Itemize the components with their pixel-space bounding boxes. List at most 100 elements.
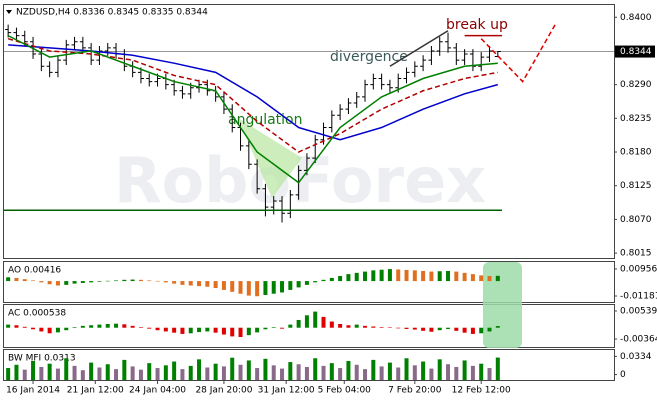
highlight-box: [483, 262, 522, 348]
y-tick-label: 0.00956: [620, 264, 657, 274]
x-tick-label: 7 Feb 20:00: [388, 386, 442, 396]
ohlc-bar: [137, 67, 144, 84]
indicator-bar: [105, 324, 110, 328]
indicator-bar: [313, 311, 318, 328]
indicator-bar: [329, 277, 334, 282]
indicator-bar: [446, 364, 451, 380]
indicator-bar: [280, 368, 285, 380]
indicator-bar: [271, 281, 276, 294]
indicator-bar: [396, 269, 401, 282]
indicator-bar: [304, 281, 309, 285]
indicator-bar: [338, 368, 343, 380]
indicator-bar: [470, 274, 475, 282]
ohlc-bar: [270, 196, 277, 215]
indicator-bar: [379, 366, 384, 380]
ohlc-bar: [478, 52, 485, 72]
x-tick-label: 21 Jan 12:00: [67, 386, 124, 396]
indicator-bar: [363, 325, 368, 328]
indicator-bar: [188, 281, 193, 286]
indicator-bar: [64, 358, 69, 380]
indicator-bar: [288, 324, 293, 328]
indicator-bar: [155, 327, 160, 331]
indicator-bar: [354, 272, 359, 282]
indicator-bar: [280, 327, 285, 329]
indicator-bar: [346, 325, 351, 328]
y-tick-label: 0.8400: [620, 13, 652, 23]
indicator-bar: [363, 271, 368, 282]
main-frame: [3, 4, 615, 259]
ohlc-bar: [345, 98, 352, 115]
indicator-bar: [31, 360, 36, 380]
ohlc-bar: [337, 104, 344, 121]
indicator-bar: [446, 327, 451, 329]
indicator-bar: [304, 315, 309, 328]
indicator-bar: [379, 327, 384, 328]
indicator-bar: [163, 327, 168, 332]
indicator-bar: [296, 319, 301, 328]
indicator-bar: [387, 362, 392, 380]
indicator-bar: [263, 358, 268, 380]
indicator-bar: [80, 281, 85, 283]
x-tick-label: 16 Jan 2014: [6, 386, 60, 396]
indicator-bar: [172, 281, 177, 284]
indicator-bar: [288, 362, 293, 380]
indicator-bar: [39, 366, 44, 380]
indicator-bar: [89, 325, 94, 328]
indicator-bar: [114, 323, 119, 328]
annotation: divergence: [330, 49, 408, 65]
indicator-bar: [296, 364, 301, 380]
indicator-bar: [404, 269, 409, 282]
indicator-bar: [437, 359, 442, 380]
indicator-bar: [338, 324, 343, 328]
indicator-bar: [6, 368, 11, 380]
indicator-bar: [163, 365, 168, 380]
indicator-bar: [363, 369, 368, 380]
indicator-bar: [321, 279, 326, 282]
indicator-bar: [321, 365, 326, 380]
indicator-bar: [55, 281, 60, 286]
indicator-bar: [454, 271, 459, 282]
indicator-bar: [205, 327, 210, 332]
ohlc-bar: [254, 159, 261, 194]
indicator-bar: [205, 367, 210, 380]
ohlc-bar: [146, 73, 153, 87]
indicator-bar: [138, 279, 143, 282]
indicator-bar: [72, 281, 77, 284]
y-tick-label: 0.8125: [620, 181, 652, 191]
y-tick-label: 0.8015: [620, 249, 652, 259]
y-tick-label: -0.00364: [620, 335, 657, 345]
indicator-bar: [72, 365, 77, 380]
ohlc-bar: [104, 42, 111, 56]
indicator-bar: [197, 281, 202, 287]
indicator-bar: [97, 324, 102, 328]
indicator-bar: [371, 359, 376, 380]
indicator-bar: [130, 279, 135, 282]
ohlc-bar: [362, 79, 369, 102]
ohlc-bar: [46, 61, 53, 78]
x-tick-label: 24 Jan 04:00: [129, 386, 186, 396]
y-tick-label: 0.0334: [620, 352, 652, 362]
ac-frame: [3, 304, 615, 348]
indicator-bar: [180, 281, 185, 285]
ohlc-bar: [403, 67, 410, 84]
indicator-bar: [47, 363, 52, 380]
y-tick-label: 0.8180: [620, 148, 652, 158]
annotation: break up: [446, 17, 508, 33]
indicator-bar: [14, 364, 19, 380]
x-tick-label: 31 Jan 12:00: [258, 386, 315, 396]
indicator-bar: [147, 363, 152, 380]
indicator-bar: [155, 368, 160, 380]
y-tick-label: -0.01181: [620, 291, 657, 301]
y-tick-label: 0.8290: [620, 80, 652, 90]
ohlc-bar: [428, 46, 435, 66]
indicator-bar: [479, 327, 484, 334]
indicator-bar: [39, 327, 44, 332]
indicator-bar: [255, 281, 260, 297]
indicator-bar: [338, 276, 343, 282]
indicator-bar: [230, 357, 235, 380]
indicator-bar: [55, 368, 60, 380]
indicator-bar: [6, 277, 11, 282]
x-tick-label: 5 Feb 04:00: [318, 386, 372, 396]
indicator-bar: [180, 327, 185, 334]
y-tick-label: 0.8235: [620, 114, 652, 124]
